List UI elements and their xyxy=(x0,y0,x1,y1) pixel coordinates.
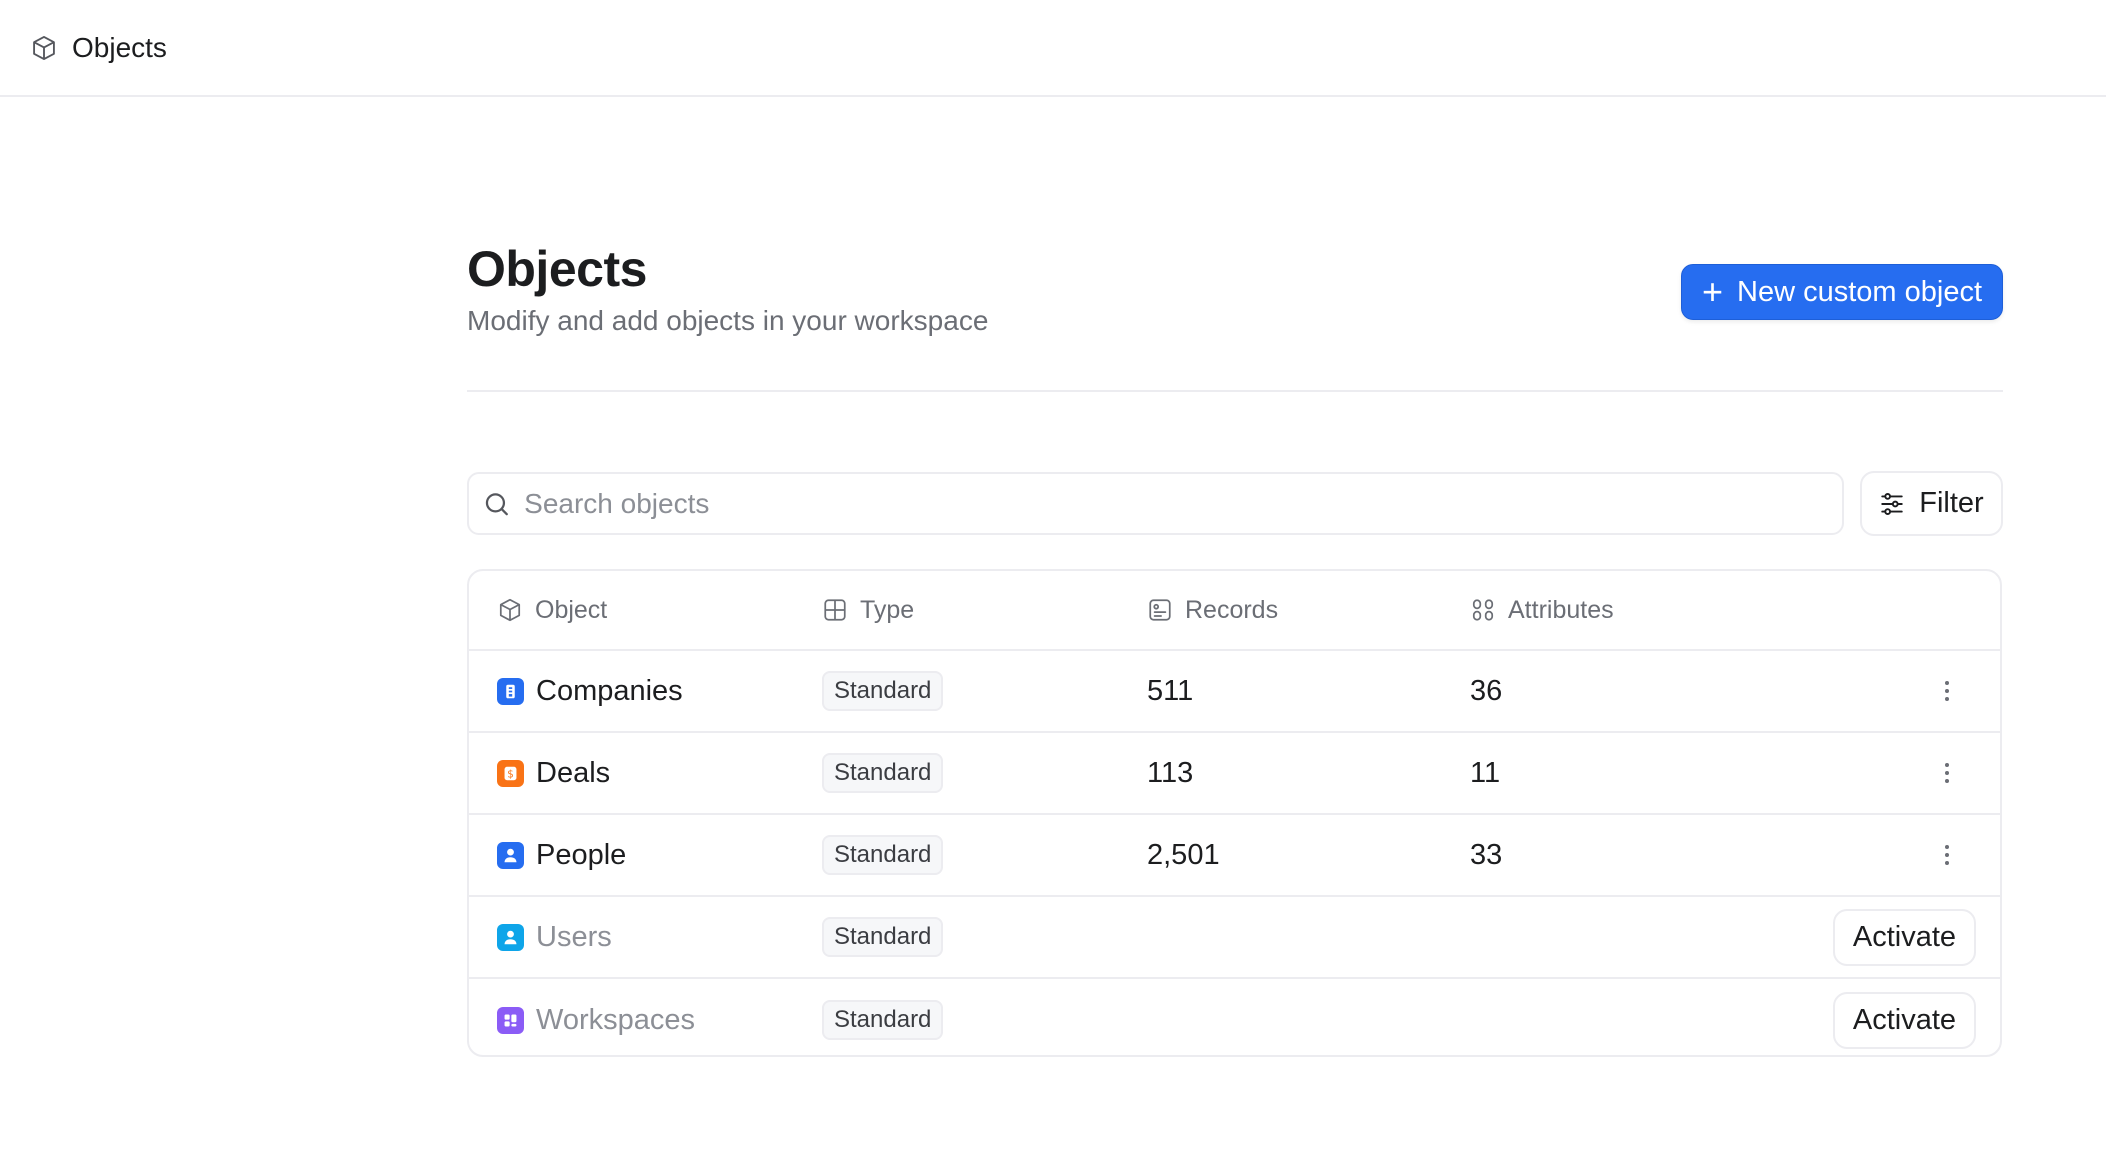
object-name[interactable]: Companies xyxy=(536,674,683,707)
type-cell: Standard xyxy=(822,671,944,711)
column-label: Object xyxy=(535,595,608,624)
object-name[interactable]: People xyxy=(536,838,627,871)
type-badge: Standard xyxy=(822,671,944,711)
type-cell: Standard xyxy=(822,753,944,793)
type-badge: Standard xyxy=(822,1000,944,1040)
activate-button[interactable]: Activate xyxy=(1833,908,1976,966)
workspace-icon xyxy=(497,1006,524,1034)
more-options-icon[interactable] xyxy=(1937,758,1957,788)
column-label: Attributes xyxy=(1508,595,1614,624)
filter-label: Filter xyxy=(1919,487,1984,519)
search-input[interactable] xyxy=(524,487,1842,520)
table-row[interactable]: People Standard 2,501 33 xyxy=(469,815,2000,897)
column-label: Type xyxy=(860,595,915,624)
object-name[interactable]: Users xyxy=(536,920,612,953)
table-row[interactable]: Users Standard Activate xyxy=(469,897,2000,979)
type-badge: Standard xyxy=(822,753,944,793)
layout-icon xyxy=(824,599,846,621)
attributes-icon xyxy=(1472,599,1494,621)
new-custom-object-label: New custom object xyxy=(1737,275,1983,308)
more-options-icon[interactable] xyxy=(1937,840,1957,870)
sliders-icon xyxy=(1881,492,1903,515)
table-row[interactable]: Companies Standard 511 36 xyxy=(469,651,2000,733)
filter-button[interactable]: Filter xyxy=(1860,471,2003,536)
object-name[interactable]: Deals xyxy=(536,756,611,789)
type-cell: Standard xyxy=(822,1000,944,1040)
top-bar: Objects xyxy=(0,0,2106,97)
object-cell: Users xyxy=(497,921,612,954)
object-cell: Companies xyxy=(497,675,683,708)
column-header-records: Records xyxy=(1147,596,1278,625)
object-name[interactable]: Workspaces xyxy=(536,1003,696,1036)
new-custom-object-button[interactable]: + New custom object xyxy=(1681,264,2003,320)
table-row[interactable]: Workspaces Standard Activate xyxy=(469,979,2000,1055)
cube-icon xyxy=(33,35,55,60)
attributes-count: 33 xyxy=(1470,838,1503,871)
type-cell: Standard xyxy=(822,917,944,957)
attributes-count: 36 xyxy=(1470,674,1503,707)
dollar-icon: $ xyxy=(497,759,524,787)
column-label: Records xyxy=(1185,595,1279,624)
column-header-object: Object xyxy=(497,596,607,625)
column-header-type: Type xyxy=(822,596,914,625)
object-cell: Workspaces xyxy=(497,1004,695,1037)
page-title: Objects xyxy=(467,241,647,297)
attributes-count: 11 xyxy=(1470,756,1501,789)
records-icon xyxy=(1149,599,1171,621)
table-row[interactable]: $ Deals Standard 113 11 xyxy=(469,733,2000,815)
object-cell: People xyxy=(497,839,626,872)
type-badge: Standard xyxy=(822,917,944,957)
records-count: 113 xyxy=(1147,756,1194,789)
more-options-icon[interactable] xyxy=(1937,676,1957,706)
cube-icon xyxy=(499,598,521,622)
building-icon xyxy=(497,677,524,705)
records-count: 511 xyxy=(1147,674,1194,707)
records-count: 2,501 xyxy=(1147,838,1220,871)
svg-text:$: $ xyxy=(507,769,513,780)
object-cell: $ Deals xyxy=(497,757,610,790)
table-header: Object Type Records Attributes xyxy=(469,571,2000,651)
divider xyxy=(467,390,2003,392)
objects-table: Object Type Records Attributes Companies… xyxy=(467,569,2002,1057)
user-icon xyxy=(497,923,524,951)
page-subtitle: Modify and add objects in your workspace xyxy=(467,305,989,336)
topbar-title: Objects xyxy=(72,31,167,63)
person-icon xyxy=(497,841,524,869)
type-badge: Standard xyxy=(822,835,944,875)
activate-button[interactable]: Activate xyxy=(1833,991,1976,1049)
search-box[interactable] xyxy=(467,472,1844,535)
plus-icon: + xyxy=(1701,271,1724,312)
column-header-attributes: Attributes xyxy=(1470,596,1614,625)
search-icon xyxy=(485,492,508,515)
type-cell: Standard xyxy=(822,835,944,875)
